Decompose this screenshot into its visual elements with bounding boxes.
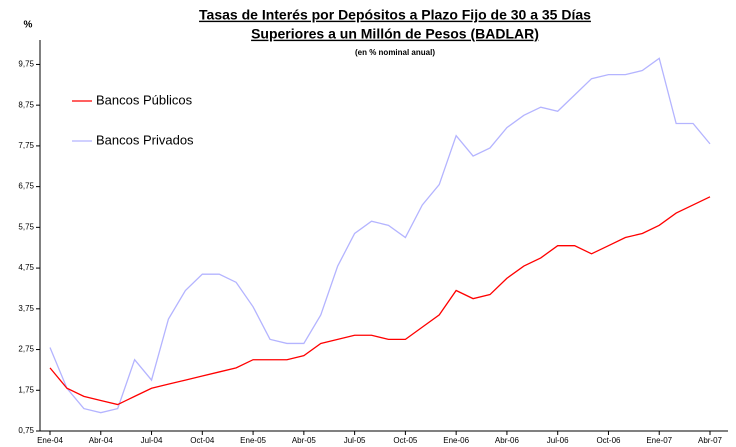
y-tick-label: 7,75 — [18, 141, 34, 150]
legend-label: Bancos Privados — [96, 132, 194, 147]
y-tick-label: 0,75 — [18, 426, 34, 435]
y-tick-label: 5,75 — [18, 222, 34, 231]
y-axis-label: % — [24, 20, 33, 31]
x-tick-label: Ene-07 — [646, 436, 672, 445]
chart-subtitle: (en % nominal anual) — [355, 48, 435, 57]
y-tick-label: 6,75 — [18, 182, 34, 191]
x-tick-label: Oct-06 — [596, 436, 621, 445]
x-tick-label: Jul-05 — [344, 436, 366, 445]
x-tick-label: Ene-05 — [240, 436, 266, 445]
y-tick-label: 8,75 — [18, 100, 34, 109]
x-tick-label: Ene-06 — [443, 436, 469, 445]
x-tick-label: Abr-04 — [89, 436, 114, 445]
y-tick-label: 2,75 — [18, 345, 34, 354]
x-tick-label: Abr-05 — [292, 436, 317, 445]
series-line — [49, 196, 711, 406]
x-tick-label: Jul-06 — [547, 436, 569, 445]
legend-label: Bancos Públicos — [96, 92, 193, 107]
y-tick-label: 9,75 — [18, 60, 34, 69]
x-tick-label: Abr-06 — [495, 436, 520, 445]
chart-title: Tasas de Interés por Depósitos a Plazo F… — [199, 7, 591, 23]
x-tick-label: Abr-07 — [698, 436, 723, 445]
x-tick-label: Oct-04 — [190, 436, 215, 445]
x-tick-label: Ene-04 — [37, 436, 63, 445]
y-tick-label: 1,75 — [18, 385, 34, 394]
y-tick-label: 4,75 — [18, 263, 34, 272]
x-tick-label: Oct-05 — [393, 436, 418, 445]
y-tick-label: 3,75 — [18, 304, 34, 313]
series-line — [49, 57, 711, 414]
chart-title: Superiores a un Millón de Pesos (BADLAR) — [251, 26, 539, 42]
x-tick-label: Jul-04 — [141, 436, 163, 445]
